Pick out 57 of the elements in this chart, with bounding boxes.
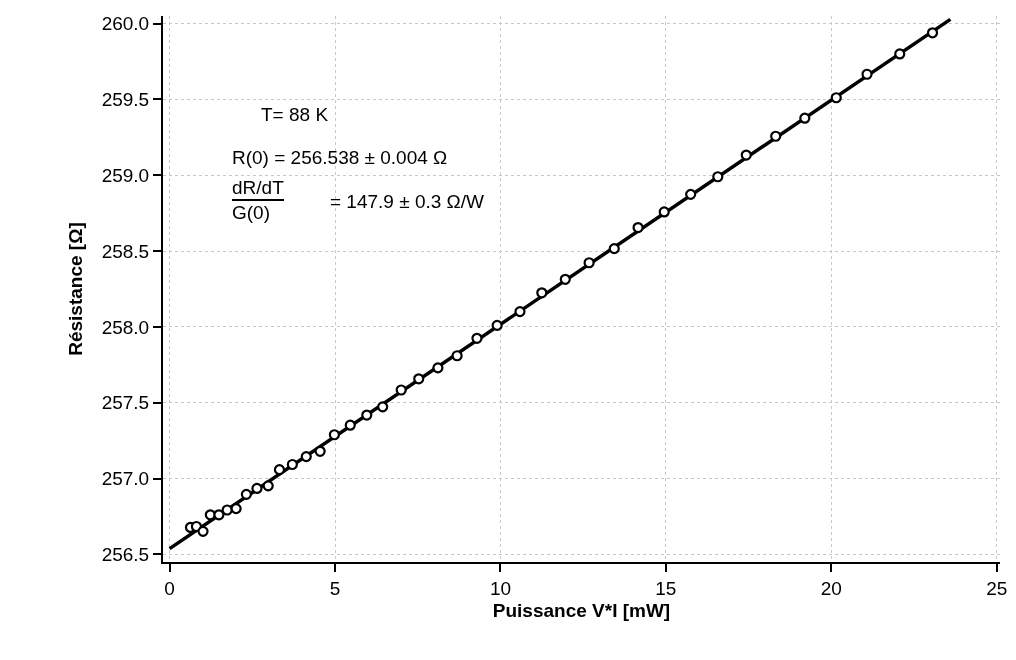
point	[632, 221, 644, 234]
point	[491, 319, 503, 331]
point	[799, 112, 811, 124]
point	[240, 488, 252, 500]
point	[536, 287, 548, 299]
y-tick-label: 258.5	[101, 240, 150, 262]
x-axis-title: Puissance V*I [mW]	[492, 600, 671, 622]
y-tick-label: 256.5	[101, 544, 150, 566]
point	[344, 419, 356, 431]
x-tick-label: 15	[655, 577, 677, 599]
y-tick-label: 259.0	[101, 164, 150, 186]
point	[328, 429, 340, 441]
point	[395, 384, 407, 396]
point	[432, 362, 444, 374]
x-tick-label: 20	[820, 577, 842, 599]
y-tick-label: 257.0	[101, 468, 150, 490]
point	[273, 464, 286, 476]
annotation: dR/dT	[232, 177, 285, 198]
y-axis-title: Résistance [Ω]	[65, 222, 86, 356]
point	[559, 273, 571, 285]
point	[314, 445, 326, 457]
point	[740, 149, 752, 161]
y-tick-label: 259.5	[101, 89, 150, 111]
point	[861, 68, 873, 80]
point	[197, 525, 209, 537]
point	[471, 332, 483, 344]
y-tick-label: 260.0	[101, 13, 150, 35]
point	[770, 130, 782, 142]
point	[583, 257, 595, 269]
point	[361, 409, 373, 421]
y-tick-label: 257.5	[101, 392, 150, 414]
annotation: = 147.9 ± 0.3 Ω/W	[330, 191, 485, 212]
point	[712, 171, 724, 183]
point	[262, 480, 274, 492]
point	[251, 482, 263, 495]
point	[451, 350, 463, 362]
point	[514, 306, 526, 318]
point	[926, 27, 939, 39]
y-tick-label: 258.0	[101, 316, 150, 338]
point	[830, 92, 842, 104]
point	[894, 48, 906, 60]
point	[230, 503, 242, 515]
x-tick-label: 10	[489, 577, 512, 599]
point	[413, 373, 425, 385]
x-tick-label: 0	[164, 577, 175, 599]
annotation: R(0) = 256.538 ± 0.004 Ω	[232, 147, 448, 168]
annotation: T= 88 K	[261, 104, 329, 125]
point	[685, 188, 697, 200]
x-tick-label: 5	[329, 577, 341, 599]
point	[658, 206, 670, 218]
point	[213, 509, 225, 521]
point	[608, 243, 620, 255]
annotation: G(0)	[232, 202, 270, 223]
point	[300, 450, 312, 463]
point	[286, 458, 298, 471]
x-tick-label: 25	[986, 577, 1008, 599]
point	[377, 401, 389, 413]
